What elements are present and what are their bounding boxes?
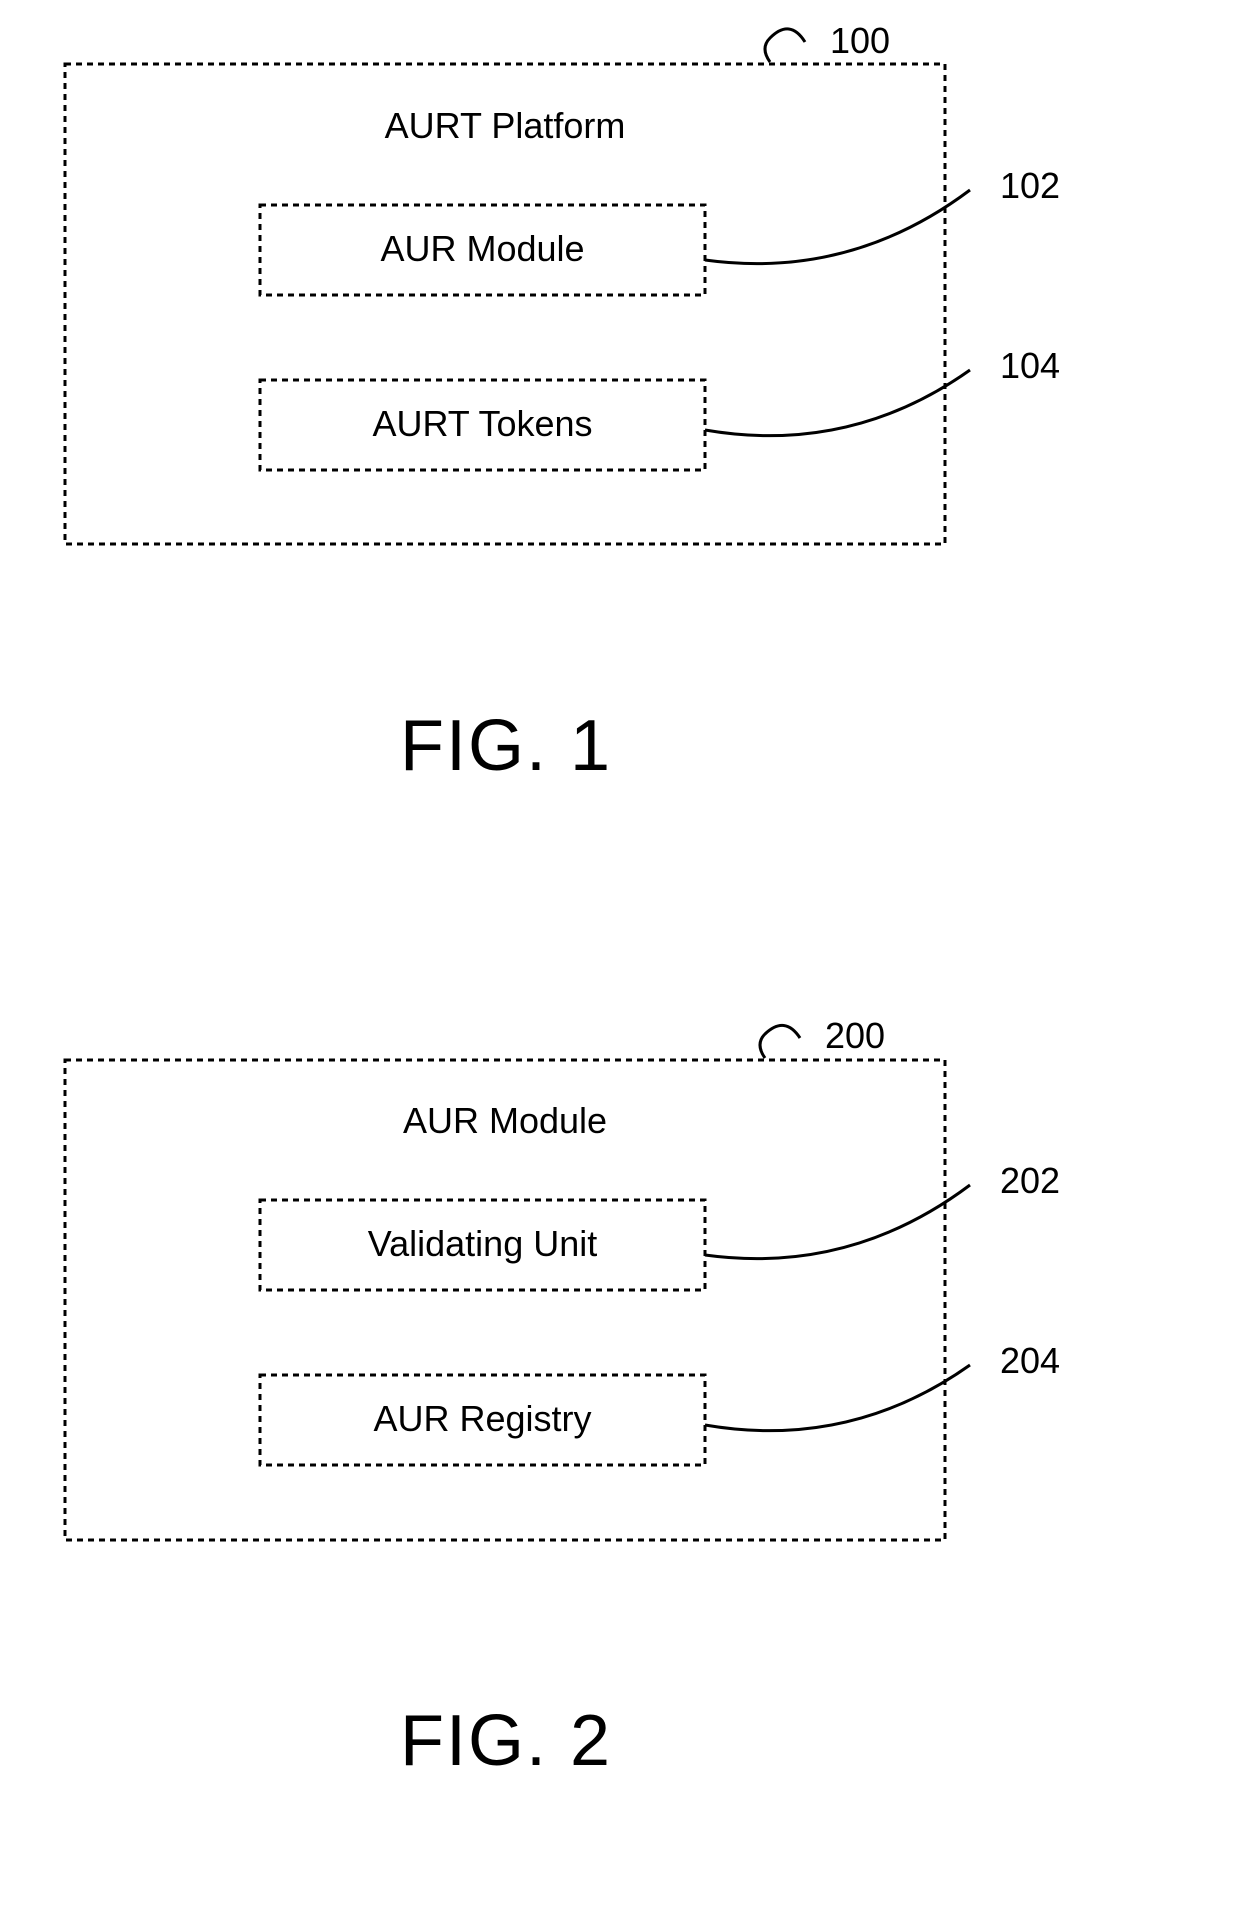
fig2-box1-label: Validating Unit: [260, 1223, 705, 1265]
fig2-ref204: 204: [1000, 1340, 1060, 1382]
fig1-ref102: 102: [1000, 165, 1060, 207]
fig2-box2-label: AUR Registry: [260, 1398, 705, 1440]
fig2-ref202: 202: [1000, 1160, 1060, 1202]
diagram-svg: [0, 0, 1240, 1905]
fig2-ref204-leader: [705, 1365, 970, 1431]
fig2-ref202-leader: [705, 1185, 970, 1259]
fig1-ref102-leader: [705, 190, 970, 264]
fig1-ref100-leader: [765, 29, 805, 62]
fig2-ref200-leader: [760, 1025, 800, 1058]
fig2-caption: FIG. 2: [400, 1700, 612, 1782]
fig1-ref104: 104: [1000, 345, 1060, 387]
fig2-title: AUR Module: [65, 1100, 945, 1142]
fig1-title: AURT Platform: [65, 105, 945, 147]
fig2-ref200: 200: [825, 1015, 885, 1057]
fig1-caption: FIG. 1: [400, 705, 612, 787]
fig1-box1-label: AUR Module: [260, 228, 705, 270]
fig1-box2-label: AURT Tokens: [260, 403, 705, 445]
diagram-canvas: AURT Platform AUR Module AURT Tokens 100…: [0, 0, 1240, 1905]
fig1-ref104-leader: [705, 370, 970, 436]
fig1-ref100: 100: [830, 20, 890, 62]
